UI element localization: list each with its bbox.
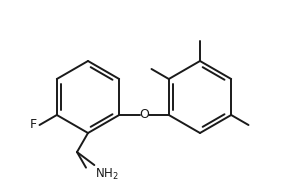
Text: NH$_2$: NH$_2$ [95,167,119,182]
Text: O: O [139,108,149,121]
Text: F: F [29,119,36,132]
